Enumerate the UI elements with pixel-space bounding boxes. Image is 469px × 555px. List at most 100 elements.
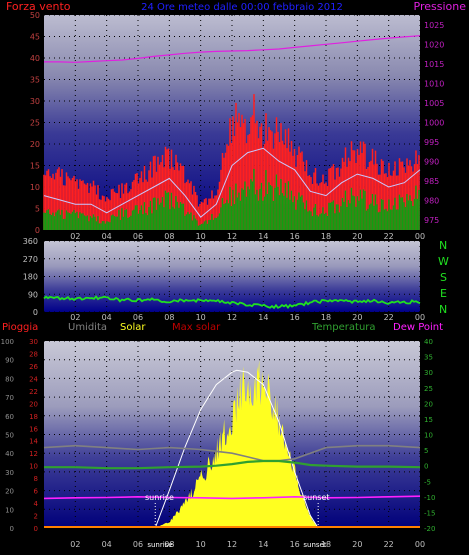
x-tick-label: 10	[196, 540, 206, 549]
y-tick-label: 995	[424, 138, 439, 147]
wind-average-line	[43, 147, 421, 218]
y-tick-label: 1010	[424, 79, 444, 88]
y-tick-label: 35	[424, 354, 433, 362]
x-tick-label: 04	[102, 232, 112, 241]
x-tick-label: 02	[70, 232, 80, 241]
x-tick-label: 20	[352, 313, 362, 322]
x-tick-label: 18	[321, 540, 331, 549]
wind-pressure-tick-labels: 0510152025303540455097598098599099510001…	[30, 11, 445, 241]
y-tick-label: 0	[424, 463, 428, 471]
y-tick-label: 40	[424, 338, 433, 346]
x-tick-label: 12	[227, 232, 237, 241]
sunrise-axis-label: sunrise	[147, 541, 172, 549]
humidity-line	[43, 444, 421, 462]
y-tick-label: 90	[5, 357, 14, 365]
wind-pressure-grid	[44, 14, 421, 231]
y-tick-label: 20	[30, 140, 40, 149]
dew-point-line	[43, 495, 421, 500]
y-tick-label: 35	[30, 76, 40, 85]
wind-axis-title: Forza vento	[6, 0, 71, 13]
y-tick-label: 6	[34, 488, 39, 496]
compass-s: S	[440, 271, 447, 284]
x-tick-label: 22	[384, 232, 394, 241]
x-tick-label: 00	[415, 232, 425, 241]
y-tick-label: 16	[29, 425, 38, 433]
x-tick-label: 08	[164, 540, 174, 549]
x-tick-label: 14	[258, 313, 268, 322]
y-tick-label: 60	[5, 413, 14, 421]
pressure-axis-title: Pressione	[414, 0, 467, 13]
y-tick-label: -20	[424, 525, 435, 533]
y-tick-label: 20	[29, 400, 38, 408]
x-tick-label: 14	[258, 232, 268, 241]
y-tick-label: 30	[29, 338, 38, 346]
legend-rain: Pioggia	[2, 322, 38, 333]
x-tick-label: 02	[70, 540, 80, 549]
x-tick-label: 02	[70, 313, 80, 322]
y-tick-label: 180	[23, 273, 38, 282]
y-tick-label: 12	[29, 450, 38, 458]
x-tick-label: 00	[415, 313, 425, 322]
x-tick-label: 14	[258, 540, 268, 549]
y-tick-label: 14	[29, 438, 38, 446]
y-tick-label: 18	[29, 413, 38, 421]
sunset-label: sunset	[303, 493, 330, 502]
compass-n-bottom: N	[439, 303, 447, 316]
y-tick-label: 40	[30, 54, 40, 63]
y-tick-label: 1015	[424, 60, 444, 69]
x-tick-label: 22	[384, 313, 394, 322]
y-tick-label: 20	[5, 488, 14, 496]
x-tick-label: 12	[227, 313, 237, 322]
y-tick-label: 8	[34, 475, 38, 483]
y-tick-label: 20	[424, 400, 433, 408]
y-tick-label: -15	[424, 509, 435, 517]
legend-bar: Pioggia Umidita Solar Max solar Temperat…	[2, 322, 443, 333]
y-tick-label: 24	[29, 375, 38, 383]
legend-dew-point: Dew Point	[393, 322, 443, 333]
sunset-axis-label: sunset	[303, 541, 326, 549]
x-tick-label: 16	[290, 313, 300, 322]
x-tick-label: 20	[352, 232, 362, 241]
y-tick-label: 1020	[424, 40, 444, 49]
x-tick-label: 06	[133, 313, 143, 322]
x-tick-label: 10	[196, 232, 206, 241]
y-tick-label: 980	[424, 197, 439, 206]
solar-area	[155, 360, 319, 528]
wind-pressure-marks	[43, 35, 421, 230]
y-tick-label: 1000	[424, 119, 444, 128]
x-tick-label: 00	[415, 540, 425, 549]
max-solar-line	[154, 369, 319, 529]
pressure-line	[44, 35, 421, 63]
y-tick-label: 990	[424, 158, 439, 167]
legend-max-solar: Max solar	[172, 322, 221, 333]
y-tick-label: 975	[424, 216, 439, 225]
x-tick-label: 04	[102, 313, 112, 322]
x-tick-label: 06	[133, 232, 143, 241]
weather-marks	[43, 360, 421, 529]
y-tick-label: 15	[30, 162, 40, 171]
y-tick-label: 360	[23, 237, 38, 246]
y-tick-label: 22	[29, 388, 38, 396]
y-tick-label: 45	[30, 33, 40, 42]
y-tick-label: 0	[34, 525, 38, 533]
legend-solar: Solar	[120, 322, 146, 333]
x-tick-label: 22	[384, 540, 394, 549]
y-tick-label: 0	[10, 525, 14, 533]
compass-w: W	[438, 255, 449, 268]
y-tick-label: 25	[30, 119, 40, 128]
legend-humidity: Umidita	[68, 322, 107, 333]
x-tick-label: 08	[164, 313, 174, 322]
y-tick-label: 0	[33, 308, 38, 317]
x-tick-label: 12	[227, 540, 237, 549]
y-tick-label: 985	[424, 177, 439, 186]
chart-title: 24 Ore meteo dalle 00:00 febbraio 2012	[141, 2, 343, 13]
legend-temperature: Temperatura	[311, 322, 376, 333]
compass-n-top: N	[439, 239, 447, 252]
y-tick-label: 30	[424, 369, 433, 377]
y-tick-label: 1005	[424, 99, 444, 108]
x-tick-label: 20	[352, 540, 362, 549]
y-tick-label: 40	[5, 450, 14, 458]
x-tick-label: 08	[164, 232, 174, 241]
y-tick-label: 26	[29, 363, 38, 371]
